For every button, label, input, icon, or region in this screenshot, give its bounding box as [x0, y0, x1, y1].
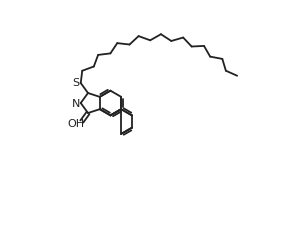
- Text: S: S: [72, 78, 79, 88]
- Text: OH: OH: [68, 118, 85, 128]
- Text: N: N: [72, 99, 80, 108]
